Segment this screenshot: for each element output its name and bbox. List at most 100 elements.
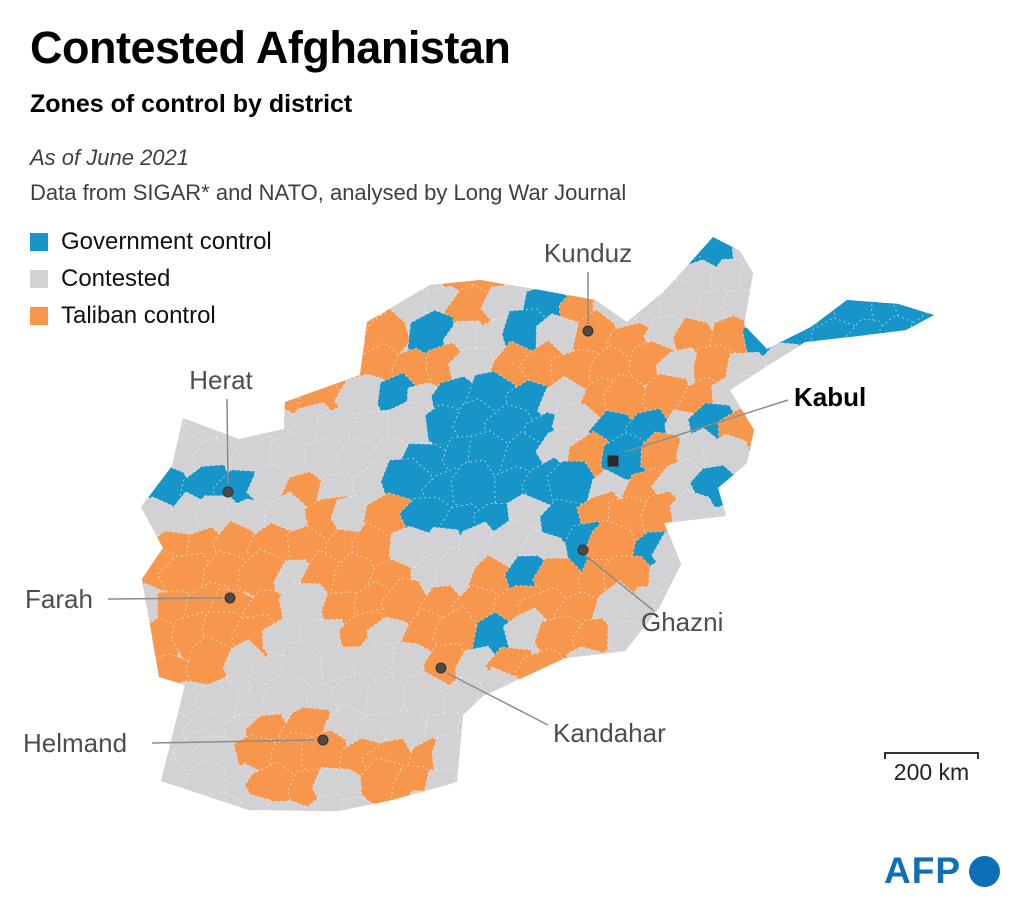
district-cell-contested [340,796,390,811]
district-cell-contested [759,237,811,271]
district-cell-contested [141,431,144,486]
district-cell-contested [856,463,911,516]
city-marker-kunduz [582,325,594,337]
district-cell-contested [776,613,825,661]
district-cell-contested [848,237,896,243]
district-cell-contested [864,646,912,694]
district-cell-contested [862,699,913,755]
district-cell-contested [396,790,448,811]
district-cell-contested [141,499,146,548]
district-cell-contested [469,734,518,783]
district-cell-government [845,249,898,305]
district-cell-contested [825,643,874,693]
district-cell-taliban [273,317,323,369]
district-cell-contested [667,736,719,786]
district-cell-contested [493,708,544,760]
district-cell-contested [860,407,913,456]
legend-item-government: Government control [30,228,272,256]
legend-label-taliban: Taliban control [61,302,216,329]
district-cell-taliban [331,551,379,598]
district-cell-contested [944,795,997,843]
district-cell-taliban [185,634,233,695]
district-cell-contested [284,283,339,332]
district-cell-taliban [246,340,300,389]
district-cell-contested [821,464,877,513]
legend-label-government: Government control [61,228,272,255]
district-cell-contested [351,820,398,873]
legend: Government control Contested Taliban con… [30,228,272,339]
district-cell-contested [141,791,149,811]
district-cell-contested [722,764,772,811]
district-cell-contested [955,322,1005,368]
district-cell-contested [317,828,364,878]
page-title: Contested Afghanistan [30,22,511,73]
district-cell-contested [948,496,1000,551]
city-label-herat: Herat [189,365,253,395]
district-cell-contested [746,430,794,479]
district-cell-contested [302,793,353,811]
district-cell-contested [641,790,690,811]
district-cell-contested [811,623,867,670]
district-cell-contested [684,759,736,811]
district-cell-contested [809,667,857,720]
district-cell-contested [691,527,738,576]
district-cell-contested [949,678,993,728]
district-cell-contested [778,795,829,811]
district-cell-contested [669,798,727,811]
district-cell-contested [465,794,513,811]
city-label-kabul: Kabul [794,382,866,412]
district-cell-contested [803,584,854,636]
district-cell-contested [895,639,934,698]
district-cell-contested [829,758,884,809]
district-cell-contested [503,675,557,722]
district-cell-contested [315,280,370,333]
district-cell-contested [695,706,749,759]
district-cell-contested [418,819,469,867]
district-cell-contested [916,488,934,541]
city-marker-farah [224,592,236,604]
district-cell-contested [796,832,850,879]
district-cell-contested [945,186,998,238]
district-cell-contested [972,526,1019,572]
district-cell-contested [332,254,380,310]
leader-line-kabul [624,399,789,453]
district-cell-contested [729,585,778,636]
district-cell-contested [925,461,934,515]
district-cell-taliban [300,316,354,365]
district-cell-government [864,237,914,280]
district-cell-government [780,249,828,301]
district-cell-contested [808,550,856,603]
city-marker-kabul [607,455,619,467]
district-cell-contested [386,401,439,447]
district-cell-contested [427,237,475,271]
district-cell-contested [716,674,763,728]
district-cell-government [875,258,926,310]
district-cell-contested [912,372,934,424]
district-cell-contested [141,371,146,423]
district-cell-contested [141,680,180,728]
district-cell-contested [721,819,770,868]
district-cell-contested [905,409,934,462]
district-cell-contested [452,237,506,274]
district-cell-contested [551,762,603,811]
district-cell-contested [735,610,786,665]
district-cell-contested [807,501,858,548]
district-cell-contested [861,587,905,638]
district-cell-contested [909,237,934,246]
district-cell-contested [478,761,534,811]
district-cell-contested [387,822,438,871]
district-cell-contested [881,560,934,607]
district-cell-contested [764,710,820,765]
district-cell-taliban [282,336,333,389]
district-cell-contested [968,644,1015,699]
district-cell-contested [784,237,836,245]
city-marker-helmand [317,734,329,746]
government-swatch [30,233,48,251]
district-cell-contested [852,495,903,541]
contested-swatch [30,270,48,288]
district-cell-contested [486,237,533,268]
district-cell-contested [897,705,934,752]
district-cell-contested [487,829,542,881]
district-cell-contested [141,376,179,425]
